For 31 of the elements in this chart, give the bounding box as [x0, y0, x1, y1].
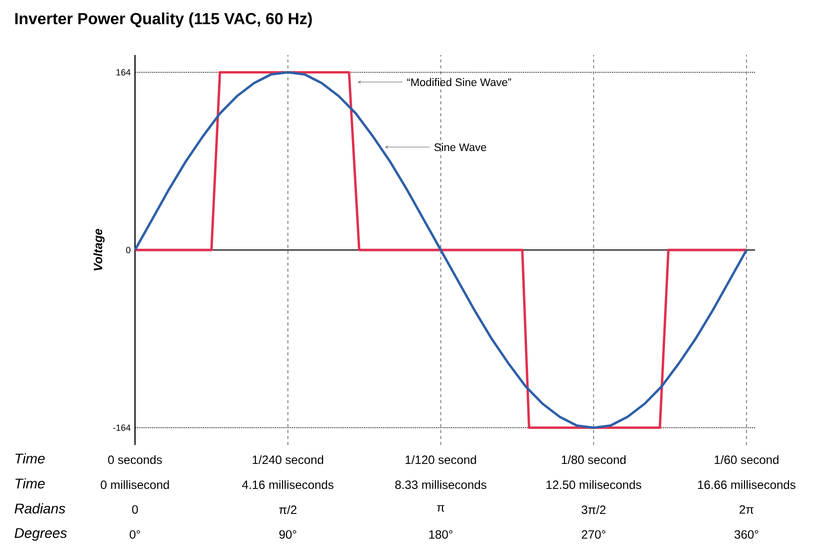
text: 1/120 second: [406, 455, 476, 464]
text: Degrees: [14, 528, 67, 541]
x-tick-label: 0°: [130, 530, 140, 539]
text: 16.66 milliseconds: [698, 480, 796, 490]
y-axis-title: Voltage: [93, 228, 105, 270]
x-tick-label: 360°: [734, 530, 758, 539]
annotation: “Modified Sine Wave”: [407, 78, 512, 86]
text: 3π/2: [582, 505, 606, 514]
y-tick-label: 0: [126, 246, 130, 254]
chart-title: Inverter Power Quality (115 VAC, 60 Hz): [15, 12, 312, 28]
text: 0: [132, 505, 138, 514]
y-tick-label: 164: [116, 69, 131, 76]
text: 1/60 second: [714, 455, 778, 464]
text: 4.16 milliseconds: [242, 480, 334, 490]
text: 1/240 second: [252, 455, 324, 464]
annotation: Sine Wave: [434, 143, 486, 152]
y-tick-label: -164: [113, 424, 131, 431]
text: 8.33 milliseconds: [395, 480, 486, 490]
text: 0 millisecond: [100, 480, 169, 490]
text: Radians: [14, 503, 66, 514]
text: 0 seconds: [108, 455, 162, 464]
x-tick-label: 180°: [429, 530, 452, 539]
text: Time: [15, 478, 45, 488]
text: 2π: [740, 505, 754, 514]
text: π/2: [279, 505, 296, 514]
text: π: [437, 505, 444, 512]
text: 12.50 miliseconds: [546, 480, 642, 490]
x-tick-label: 90°: [279, 530, 296, 539]
text: 1/80 second: [562, 455, 626, 464]
text: Time: [15, 453, 45, 464]
x-tick-label: 270°: [582, 530, 606, 539]
